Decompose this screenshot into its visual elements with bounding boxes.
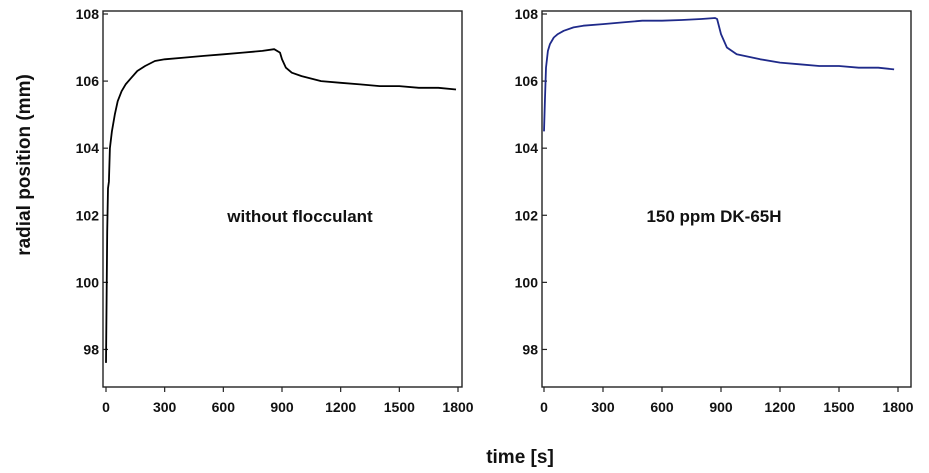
chart-left-x-tick-label: 600 xyxy=(212,399,236,415)
chart-left-x-tick-label: 1500 xyxy=(384,399,415,415)
chart-right-y-tick-label: 104 xyxy=(515,140,539,156)
chart-left-y-tick-label: 106 xyxy=(76,73,100,89)
chart-right-x-tick-label: 900 xyxy=(709,399,733,415)
chart-left: 98 100 102 104 106 108 0 300 600 900 1200 1500 1800… xyxy=(76,6,474,415)
chart-left-y-tick-label: 98 xyxy=(83,341,99,357)
chart-left-y-ticks: 98 100 102 104 106 108 xyxy=(76,6,108,357)
chart-left-x-ticks: 0 300 600 900 1200 1500 1800 xyxy=(102,387,474,415)
chart-left-y-tick-label: 100 xyxy=(76,274,100,290)
chart-right-x-ticks: 0 300 600 900 1200 1500 1800 xyxy=(540,387,914,415)
chart-left-y-tick-label: 108 xyxy=(76,6,100,22)
chart-right-y-tick-label: 102 xyxy=(515,207,539,223)
chart-right-x-tick-label: 300 xyxy=(591,399,615,415)
chart-left-y-tick-label: 102 xyxy=(76,207,100,223)
chart-right-y-tick-label: 98 xyxy=(522,341,538,357)
chart-right-x-tick-label: 1500 xyxy=(823,399,854,415)
chart-right-y-tick-label: 108 xyxy=(515,6,539,22)
chart-left-series-line xyxy=(105,48,457,363)
chart-left-x-tick-label: 900 xyxy=(270,399,294,415)
x-axis-title: time [s] xyxy=(486,447,554,468)
chart-left-x-tick-label: 300 xyxy=(153,399,177,415)
chart-right-series-line xyxy=(543,17,895,132)
chart-right-y-ticks: 98 100 102 104 106 108 xyxy=(515,6,547,357)
chart-left-plot-frame xyxy=(102,10,463,388)
chart-right-x-tick-label: 0 xyxy=(540,399,548,415)
chart-right-x-tick-label: 1200 xyxy=(764,399,795,415)
chart-left-x-tick-label: 1200 xyxy=(325,399,356,415)
chart-right: 98 100 102 104 106 108 0 300 600 900 1200 1500 1800… xyxy=(515,6,914,415)
chart-left-x-tick-label: 1800 xyxy=(442,399,473,415)
chart-left-y-tick-label: 104 xyxy=(76,140,100,156)
chart-right-annotation: 150 ppm DK-65H xyxy=(646,207,781,226)
chart-right-x-tick-label: 1800 xyxy=(882,399,913,415)
chart-left-annotation: without flocculant xyxy=(226,207,373,226)
chart-right-y-tick-label: 106 xyxy=(515,73,539,89)
y-axis-title: radial position (mm) xyxy=(14,74,35,256)
chart-left-x-tick-label: 0 xyxy=(102,399,110,415)
chart-right-plot-frame xyxy=(541,10,912,388)
chart-right-y-tick-label: 100 xyxy=(515,274,539,290)
chart-right-x-tick-label: 600 xyxy=(650,399,674,415)
